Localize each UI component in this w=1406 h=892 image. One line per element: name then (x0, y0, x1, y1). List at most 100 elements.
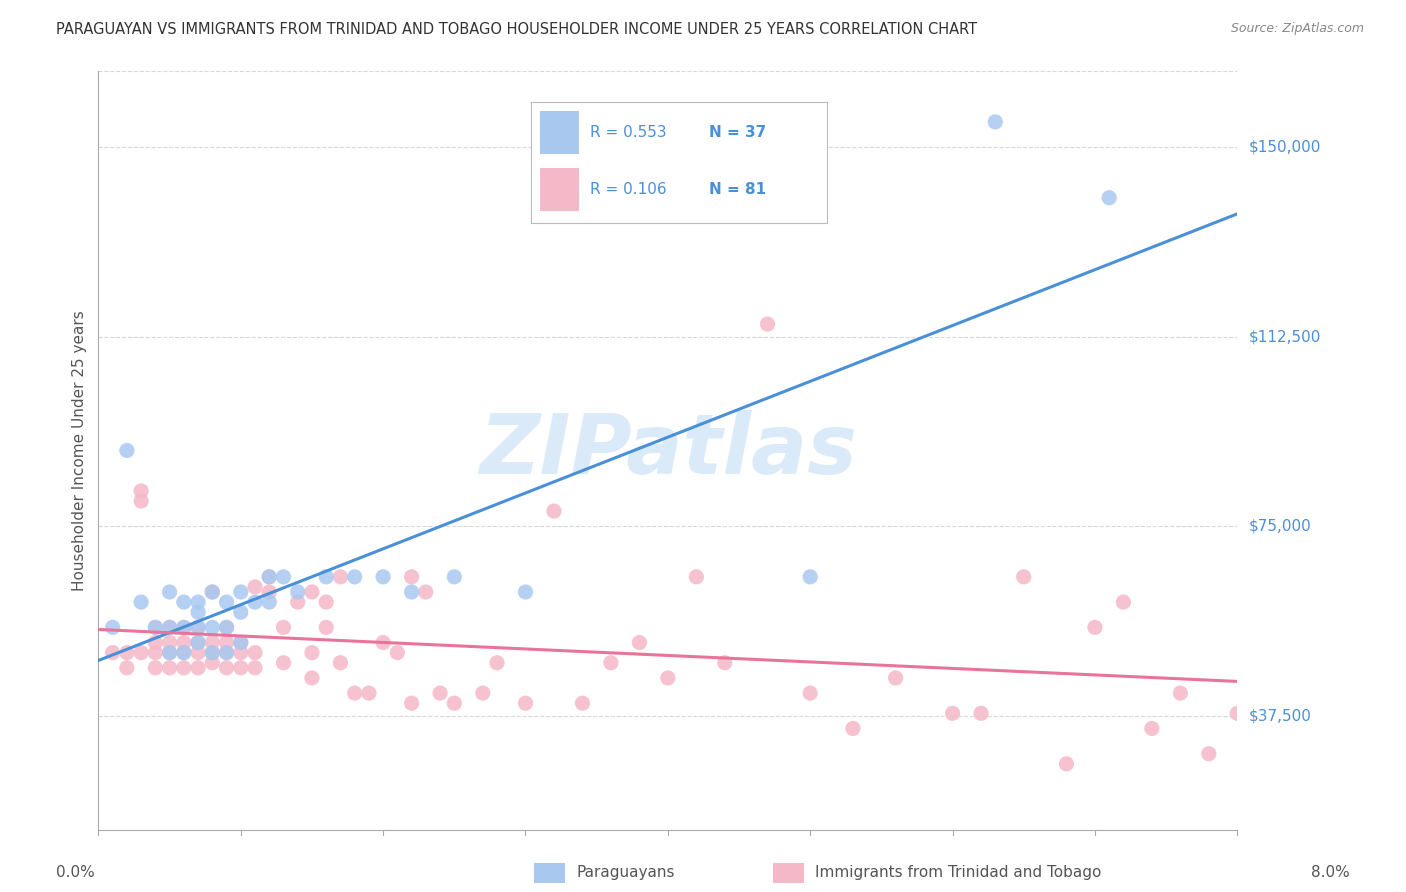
Point (173, 620, 195, 634)
Point (187, 635, 209, 649)
Point (1084, 620, 1107, 634)
Point (600, 656, 623, 670)
Point (756, 317, 779, 331)
Point (201, 585, 224, 599)
Point (215, 635, 238, 649)
Point (173, 646, 195, 660)
Point (1012, 570, 1035, 584)
Point (159, 635, 181, 649)
Point (215, 646, 238, 660)
Point (159, 646, 181, 660)
Point (215, 620, 238, 634)
Point (159, 585, 181, 599)
Point (315, 570, 337, 584)
Point (315, 620, 337, 634)
Point (287, 595, 309, 609)
Point (101, 646, 124, 660)
Point (187, 635, 209, 649)
Point (301, 646, 323, 660)
Point (357, 686, 380, 700)
Point (201, 656, 224, 670)
Point (343, 570, 366, 584)
Point (287, 585, 309, 599)
Text: $75,000: $75,000 (1249, 519, 1312, 533)
Point (243, 580, 266, 594)
Point (315, 595, 337, 609)
Point (1170, 686, 1192, 700)
Point (371, 635, 394, 649)
Point (215, 661, 238, 675)
Point (215, 646, 238, 660)
Point (201, 620, 224, 634)
Point (145, 661, 167, 675)
Point (201, 635, 224, 649)
Text: Paraguayans: Paraguayans (576, 865, 675, 880)
Point (229, 635, 252, 649)
Point (515, 585, 537, 599)
Point (159, 620, 181, 634)
Point (187, 595, 209, 609)
Point (415, 585, 437, 599)
Point (1098, 191, 1121, 205)
Point (401, 585, 423, 599)
Point (443, 696, 465, 710)
Point (173, 661, 195, 675)
Point (984, 115, 1007, 129)
Point (259, 595, 281, 609)
Point (515, 696, 537, 710)
Point (799, 570, 821, 584)
Point (371, 570, 394, 584)
Point (401, 696, 423, 710)
Point (187, 620, 209, 634)
Point (159, 620, 181, 634)
Point (429, 686, 451, 700)
Point (229, 661, 252, 675)
Point (115, 443, 138, 458)
Point (329, 570, 352, 584)
Point (685, 570, 707, 584)
Point (1056, 756, 1078, 771)
Point (101, 620, 124, 634)
Point (215, 620, 238, 634)
Point (1112, 595, 1135, 609)
Point (942, 706, 965, 721)
Point (273, 620, 295, 634)
Point (486, 656, 509, 670)
Point (1226, 706, 1249, 721)
Point (173, 595, 195, 609)
Point (229, 605, 252, 619)
Text: $150,000: $150,000 (1249, 140, 1320, 154)
Point (343, 686, 366, 700)
Point (259, 570, 281, 584)
Point (159, 646, 181, 660)
Point (173, 635, 195, 649)
Point (129, 494, 152, 508)
Point (145, 646, 167, 660)
Point (259, 585, 281, 599)
Point (543, 504, 565, 518)
Text: 0.0%: 0.0% (56, 865, 96, 880)
Point (129, 595, 152, 609)
Point (173, 646, 195, 660)
Point (129, 646, 152, 660)
Point (273, 570, 295, 584)
Point (115, 661, 138, 675)
Point (1140, 722, 1163, 736)
Text: $37,500: $37,500 (1249, 708, 1312, 723)
Point (115, 646, 138, 660)
Point (187, 605, 209, 619)
Point (301, 585, 323, 599)
Point (970, 706, 993, 721)
Point (145, 635, 167, 649)
Point (187, 661, 209, 675)
Point (129, 483, 152, 498)
Point (187, 620, 209, 634)
Text: $112,500: $112,500 (1249, 329, 1320, 344)
Text: ZIPatlas: ZIPatlas (479, 410, 856, 491)
Point (229, 635, 252, 649)
Point (799, 686, 821, 700)
Point (201, 646, 224, 660)
Point (273, 656, 295, 670)
Point (201, 646, 224, 660)
Point (145, 620, 167, 634)
